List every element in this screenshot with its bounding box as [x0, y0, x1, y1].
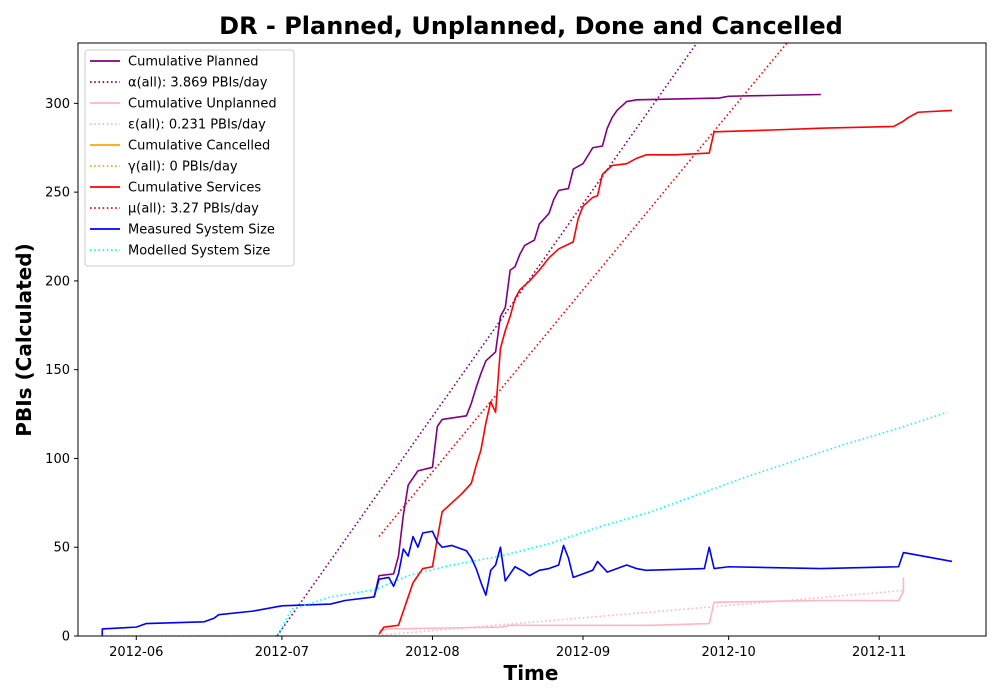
- legend-label: Cumulative Planned: [128, 55, 258, 70]
- y-tick-label: 250: [45, 186, 70, 201]
- legend-label: Modelled System Size: [128, 244, 270, 259]
- axes: 2012-06 2012-07 2012-08 2012-09 2012-10 2012-…: [45, 42, 987, 660]
- x-tick-label: 2012-09: [556, 645, 610, 660]
- y-tick-label: 200: [45, 274, 70, 289]
- series-line-6: [378, 109, 953, 635]
- legend-label: μ(all): 3.27 PBIs/day: [128, 202, 259, 217]
- y-tick-label: 100: [45, 452, 70, 467]
- series-line-7: [378, 43, 788, 538]
- legend-label: α(all): 3.869 PBIs/day: [128, 76, 268, 91]
- series-line-0: [373, 93, 821, 598]
- legend-label: Cumulative Services: [128, 181, 261, 196]
- plot-frame: [77, 42, 987, 637]
- chart-title: DR - Planned, Unplanned, Done and Cancel…: [219, 12, 843, 40]
- x-tick-label: 2012-11: [852, 645, 906, 660]
- series-line-3: [369, 589, 904, 636]
- x-tick-label: 2012-08: [405, 645, 459, 660]
- plot-area: [101, 43, 953, 636]
- series-line-8: [101, 530, 953, 636]
- y-tick-label: 50: [53, 541, 70, 556]
- series-line-9: [102, 411, 948, 636]
- legend-label: ε(all): 0.231 PBIs/day: [128, 118, 266, 133]
- series-line-2: [378, 577, 905, 632]
- x-tick-label: 2012-06: [109, 645, 163, 660]
- legend-box: [84, 49, 295, 267]
- legend-label: γ(all): 0 PBIs/day: [128, 160, 238, 175]
- y-tick-label: 0: [62, 630, 70, 645]
- y-axis-label: PBIs (Calculated): [12, 243, 36, 436]
- series-line-1: [276, 43, 698, 636]
- x-tick-label: 2012-07: [255, 645, 309, 660]
- x-tick-label: 2012-10: [701, 645, 755, 660]
- legend-label: Measured System Size: [128, 223, 275, 238]
- x-axis-label: Time: [504, 661, 559, 685]
- legend: Cumulative Planned α(all): 3.869 PBIs/day…: [84, 49, 295, 267]
- legend-label: Cumulative Unplanned: [128, 97, 277, 112]
- y-tick-label: 300: [45, 97, 70, 112]
- legend-label: Cumulative Cancelled: [128, 139, 270, 154]
- y-tick-label: 150: [45, 363, 70, 378]
